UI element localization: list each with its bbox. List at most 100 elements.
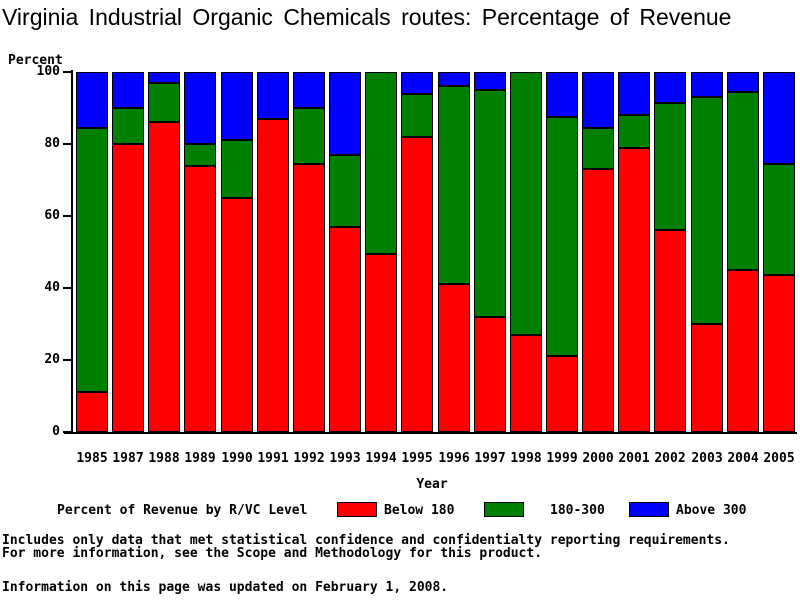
x-tick-label-1998: 1998: [510, 451, 542, 466]
x-tick-label-2001: 2001: [618, 451, 650, 466]
x-tick-label-1990: 1990: [221, 451, 253, 466]
y-tick-label-100: 100: [36, 64, 60, 79]
bar-segment-2004-180-300: [727, 91, 759, 270]
legend-swatch-180-300: [484, 502, 524, 517]
bar-1994: [365, 72, 397, 432]
bar-segment-2003-above-300: [691, 72, 723, 98]
legend-label-180-300: 180-300: [550, 503, 605, 518]
x-tick-label-1985: 1985: [76, 451, 108, 466]
bar-segment-1994-180-300: [365, 72, 397, 254]
bar-segment-1987-below-180: [112, 144, 144, 432]
bar-segment-1997-180-300: [474, 90, 506, 317]
bar-segment-1988-180-300: [148, 82, 180, 123]
bar-segment-1987-180-300: [112, 108, 144, 144]
bar-segment-1985-above-300: [76, 72, 108, 128]
y-tick-label-0: 0: [52, 424, 60, 439]
bar-segment-2004-below-180: [727, 270, 759, 432]
bar-segment-2002-above-300: [654, 72, 686, 103]
bar-segment-1993-180-300: [329, 154, 361, 227]
bar-1998: [510, 72, 542, 432]
bar-segment-1996-180-300: [438, 86, 470, 285]
y-tick-label-80: 80: [44, 136, 60, 151]
x-tick-label-1992: 1992: [293, 451, 325, 466]
bar-segment-1988-below-180: [148, 122, 180, 432]
y-tick-label-40: 40: [44, 280, 60, 295]
bar-segment-1999-below-180: [546, 356, 578, 432]
bar-segment-1990-above-300: [221, 72, 253, 141]
bar-segment-1989-above-300: [184, 72, 216, 145]
footnote-confidence: Includes only data that met statistical …: [2, 533, 730, 548]
legend-label-below-180: Below 180: [384, 503, 455, 518]
bar-segment-1994-below-180: [365, 253, 397, 432]
bar-segment-1992-180-300: [293, 108, 325, 164]
updated-date-note: Information on this page was updated on …: [2, 580, 449, 595]
bar-1990: [221, 72, 253, 432]
x-tick-label-1987: 1987: [112, 451, 144, 466]
bar-segment-1989-below-180: [184, 165, 216, 432]
bar-1993: [329, 72, 361, 432]
legend-title: Percent of Revenue by R/VC Level: [57, 503, 308, 518]
bar-segment-2003-180-300: [691, 97, 723, 324]
x-tick-label-1988: 1988: [148, 451, 180, 466]
bar-1988: [148, 72, 180, 432]
x-tick-label-2005: 2005: [763, 451, 795, 466]
bar-segment-1999-180-300: [546, 117, 578, 357]
bar-1995: [401, 72, 433, 432]
y-axis-line: [71, 70, 73, 434]
y-tick-label-20: 20: [44, 352, 60, 367]
chart-title: Virginia Industrial Organic Chemicals ro…: [2, 4, 732, 30]
bar-2003: [691, 72, 723, 432]
y-tick-60: [63, 215, 71, 217]
bar-2001: [618, 72, 650, 432]
bar-segment-2000-below-180: [582, 169, 614, 432]
y-tick-label-60: 60: [44, 208, 60, 223]
x-tick-label-2004: 2004: [727, 451, 759, 466]
bar-segment-1996-below-180: [438, 284, 470, 432]
x-tick-label-1996: 1996: [438, 451, 470, 466]
bar-1989: [184, 72, 216, 432]
legend-label-above-300: Above 300: [676, 503, 747, 518]
x-tick-label-1994: 1994: [365, 451, 397, 466]
legend-swatch-below-180: [337, 502, 377, 517]
bar-2004: [727, 72, 759, 432]
bar-segment-2001-below-180: [618, 147, 650, 432]
y-axis-title: Percent: [8, 53, 63, 68]
bar-1997: [474, 72, 506, 432]
bar-segment-1999-above-300: [546, 72, 578, 118]
y-tick-20: [63, 359, 71, 361]
bar-segment-1992-above-300: [293, 72, 325, 109]
bar-segment-1996-above-300: [438, 72, 470, 87]
bar-segment-1991-above-300: [257, 72, 289, 119]
y-tick-40: [63, 287, 71, 289]
bar-1996: [438, 72, 470, 432]
bar-1987: [112, 72, 144, 432]
bar-segment-1997-below-180: [474, 316, 506, 432]
bar-segment-1993-below-180: [329, 226, 361, 432]
bar-segment-1998-180-300: [510, 72, 542, 335]
y-tick-100: [63, 71, 71, 73]
bar-segment-1988-above-300: [148, 72, 180, 83]
x-tick-label-1989: 1989: [184, 451, 216, 466]
bar-segment-2001-180-300: [618, 115, 650, 148]
footnote-scope: For more information, see the Scope and …: [2, 546, 543, 561]
bar-segment-1995-180-300: [401, 93, 433, 137]
y-tick-80: [63, 143, 71, 145]
bar-1999: [546, 72, 578, 432]
bar-segment-1995-below-180: [401, 136, 433, 432]
bar-segment-1997-above-300: [474, 72, 506, 91]
bar-segment-2000-above-300: [582, 72, 614, 128]
bar-1991: [257, 72, 289, 432]
bar-segment-2005-below-180: [763, 275, 795, 432]
bar-1992: [293, 72, 325, 432]
x-tick-label-1991: 1991: [257, 451, 289, 466]
x-tick-label-1993: 1993: [329, 451, 361, 466]
bar-segment-2004-above-300: [727, 72, 759, 92]
bar-segment-1991-below-180: [257, 118, 289, 432]
x-axis-title: Year: [416, 477, 448, 492]
x-tick-label-1999: 1999: [546, 451, 578, 466]
bar-segment-1985-below-180: [76, 392, 108, 432]
bar-segment-1987-above-300: [112, 72, 144, 108]
bar-1985: [76, 72, 108, 432]
x-tick-label-2003: 2003: [691, 451, 723, 466]
